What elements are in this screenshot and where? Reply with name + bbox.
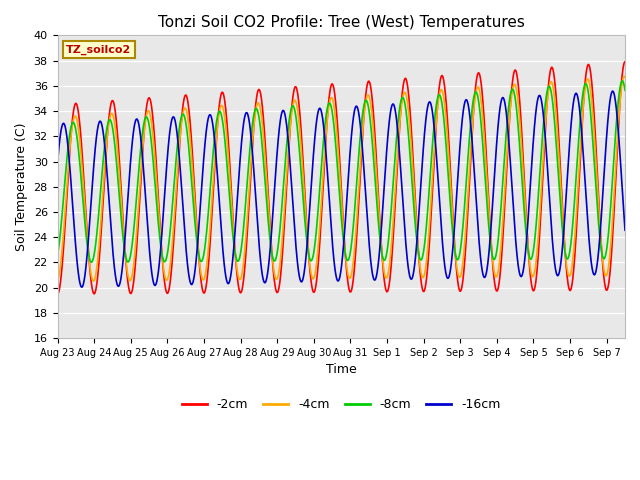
Y-axis label: Soil Temperature (C): Soil Temperature (C) [15, 122, 28, 251]
X-axis label: Time: Time [326, 363, 356, 376]
Title: Tonzi Soil CO2 Profile: Tree (West) Temperatures: Tonzi Soil CO2 Profile: Tree (West) Temp… [158, 15, 525, 30]
Legend: -2cm, -4cm, -8cm, -16cm: -2cm, -4cm, -8cm, -16cm [177, 393, 506, 416]
Text: TZ_soilco2: TZ_soilco2 [66, 45, 131, 55]
